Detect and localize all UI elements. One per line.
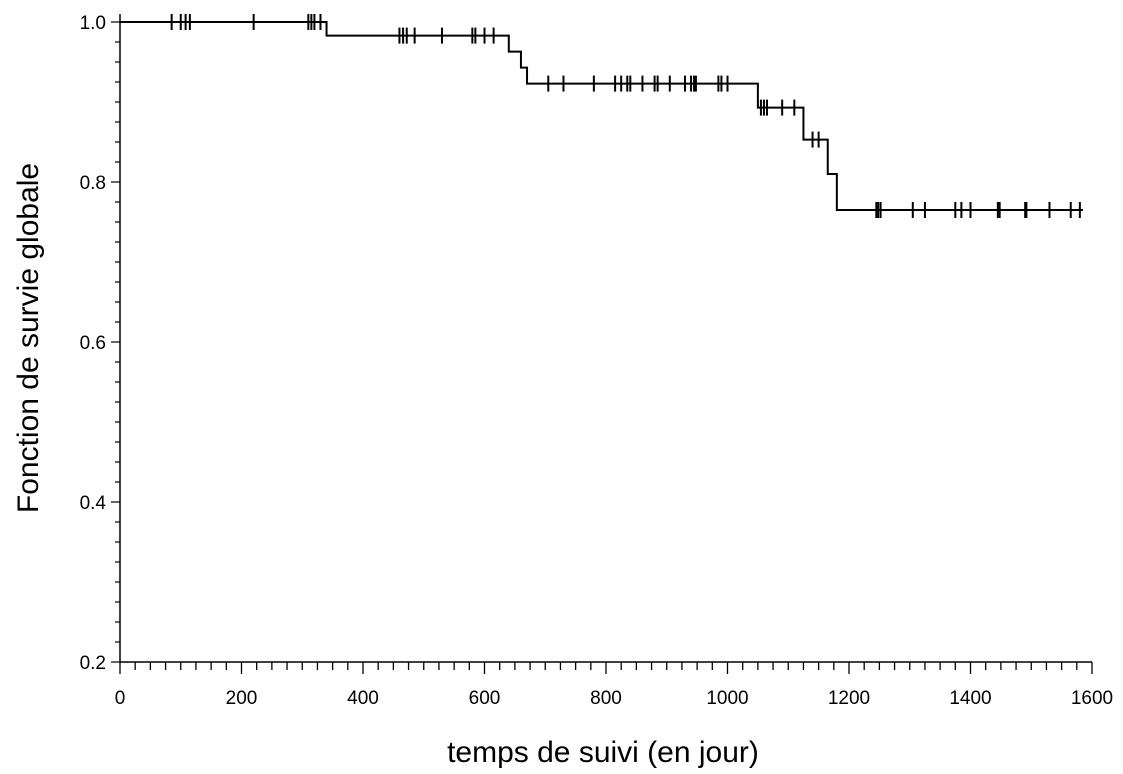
y-tick-label: 0.4 bbox=[80, 493, 107, 514]
x-tick-label: 800 bbox=[590, 688, 622, 709]
x-tick-label: 1400 bbox=[949, 688, 991, 709]
y-tick-label: 1.0 bbox=[80, 13, 106, 34]
censor-marks bbox=[170, 14, 1081, 218]
survival-step-line bbox=[120, 21, 1083, 211]
x-tick-label: 600 bbox=[469, 688, 501, 709]
x-tick-label: 400 bbox=[347, 688, 379, 709]
y-axis-title: Fonction de survie globale bbox=[12, 163, 45, 513]
y-tick-label: 0.6 bbox=[80, 333, 106, 354]
x-tick-label: 1200 bbox=[828, 688, 870, 709]
x-tick-label: 1600 bbox=[1071, 688, 1113, 709]
x-tick-label: 1000 bbox=[706, 688, 748, 709]
x-axis-ticks: 0 200 400 600 800 1000 1200 1400 1600 bbox=[115, 662, 1113, 709]
y-tick-label: 0.8 bbox=[80, 173, 106, 194]
x-tick-label: 200 bbox=[226, 688, 258, 709]
x-tick-label: 0 bbox=[115, 688, 126, 709]
axes bbox=[119, 14, 1092, 663]
series-group bbox=[120, 21, 1083, 211]
x-axis-title: temps de suivi (en jour) bbox=[447, 736, 759, 769]
y-axis-ticks: 0.2 0.4 0.6 0.8 1.0 bbox=[80, 13, 120, 674]
y-tick-label: 0.2 bbox=[80, 653, 106, 674]
